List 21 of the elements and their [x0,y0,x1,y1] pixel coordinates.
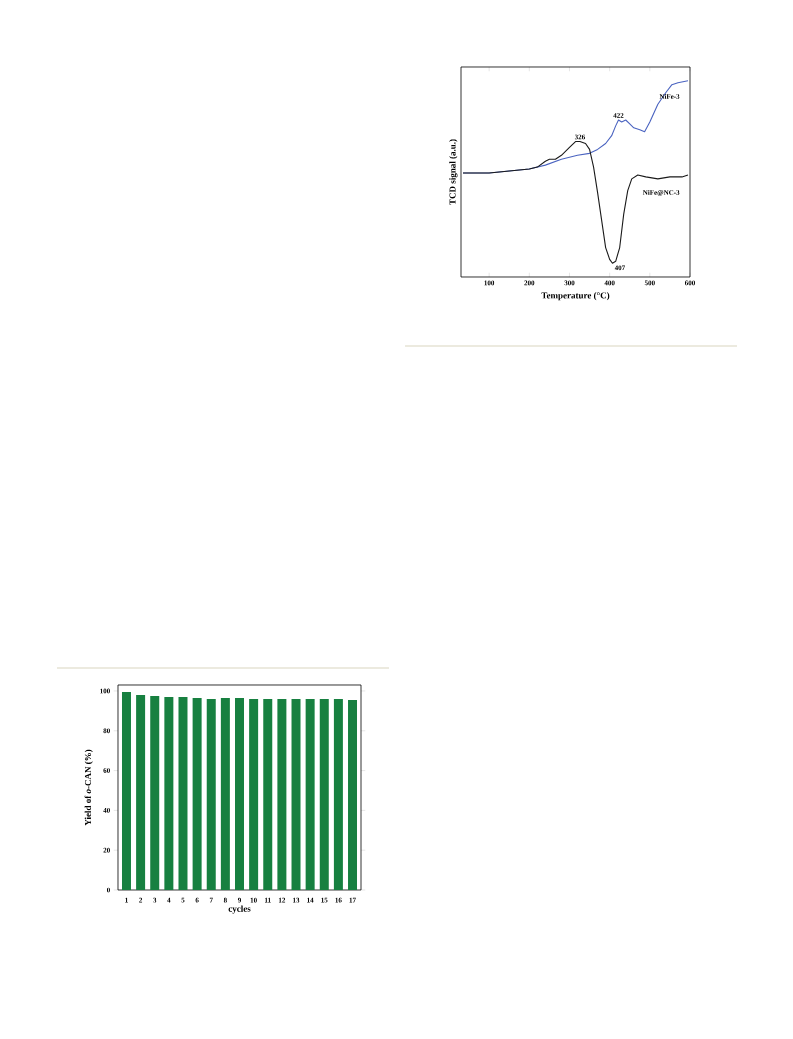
x-axis-title: cycles [228,905,251,914]
y-axis-title: TCD signal (a.u.) [449,139,458,205]
bar [277,698,287,890]
bar [235,697,244,890]
bar [136,694,146,890]
bar [206,698,216,890]
bar [249,698,259,890]
bar [121,691,131,890]
bar [263,698,273,890]
bar [150,695,160,890]
bar [192,697,202,890]
bar [220,697,230,890]
bar [291,698,301,890]
bar [348,699,358,890]
bar [305,698,315,890]
bar [178,696,188,890]
bar [164,696,174,890]
bar [333,698,343,890]
y-axis-title: Yield of o-CAN (%) [84,749,93,826]
bar [319,698,329,890]
x-axis-title: Temperature (°C) [541,292,610,301]
